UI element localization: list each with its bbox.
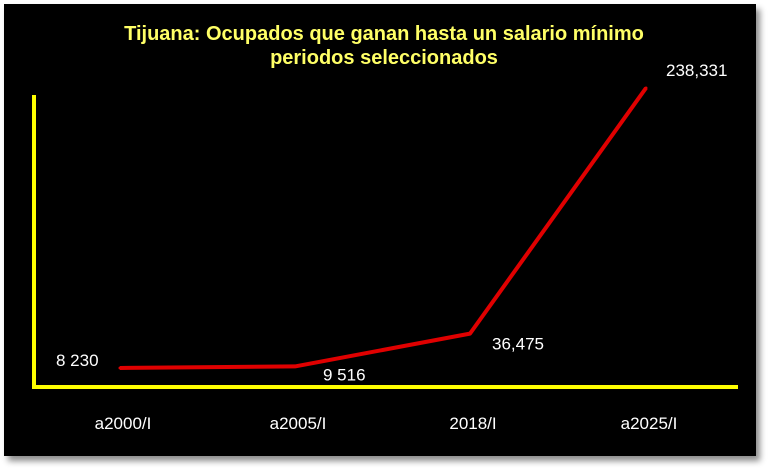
data-point [293, 364, 297, 368]
data-label: 36,475 [492, 335, 544, 354]
x-tick-label: 2018/I [449, 414, 496, 433]
data-label: 238,331 [666, 61, 727, 80]
series-line [119, 86, 648, 370]
chart-title-line2: periodos seleccionados [270, 47, 498, 69]
data-label: 9 516 [323, 365, 366, 384]
x-tick-label: a2005/I [270, 414, 327, 433]
chart-frame [4, 4, 756, 456]
x-tick-label: a2000/I [95, 414, 152, 433]
data-label: 8 230 [56, 351, 99, 370]
data-point [644, 86, 648, 90]
chart-title-line1: Tijuana: Ocupados que ganan hasta un sal… [124, 23, 644, 45]
data-point [468, 332, 472, 336]
chart-title: Tijuana: Ocupados que ganan hasta un sal… [0, 22, 768, 70]
data-point [118, 366, 122, 370]
x-tick-label: a2025/I [621, 414, 678, 433]
